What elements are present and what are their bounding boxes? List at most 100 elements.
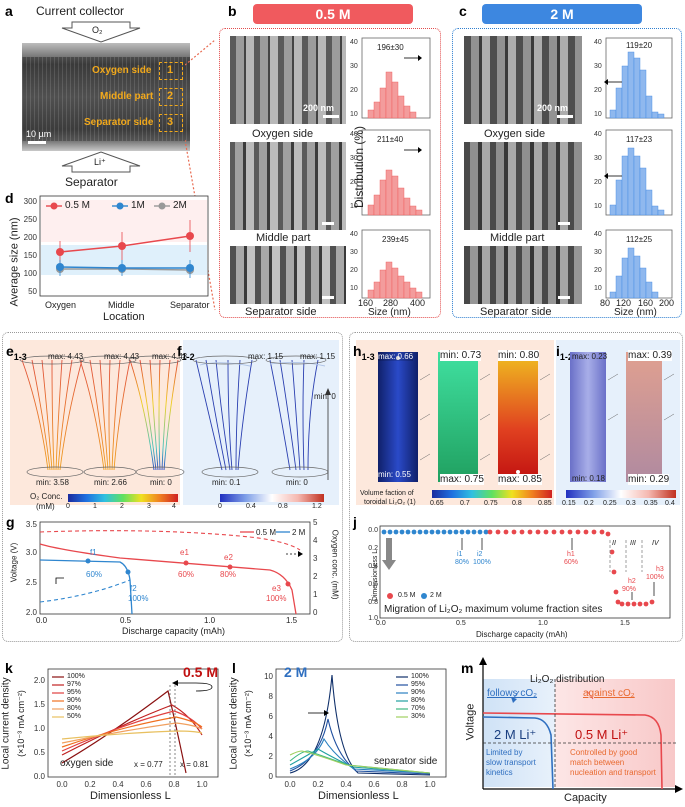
panel-b-histograms: 40 30 20 10 40 30 20 10 40 30 20 10 196±30 211±40… bbox=[350, 37, 431, 299]
e-cb-1: 1 bbox=[93, 503, 97, 510]
l-legend-30: 30% bbox=[411, 713, 426, 720]
scale-bar-c-line bbox=[557, 115, 573, 118]
panel-b-title: 0.5 M bbox=[253, 4, 413, 24]
g-x-tick-0: 0.0 bbox=[36, 616, 48, 625]
svg-text:30: 30 bbox=[350, 155, 358, 162]
g-x-label: Discharge capacity (mAh) bbox=[122, 626, 226, 636]
panel-hij-frame bbox=[349, 332, 683, 642]
svg-text:0.4: 0.4 bbox=[340, 780, 352, 789]
g-marker-e2-pct: 80% bbox=[220, 570, 237, 579]
svg-text:112±25: 112±25 bbox=[626, 235, 653, 244]
g-y-right: Oxygen conc. (mM) bbox=[330, 529, 340, 600]
f-cb-1: 0.4 bbox=[246, 503, 256, 510]
m-x-label: Capacity bbox=[564, 792, 607, 804]
m-follows: follows cO₂ bbox=[487, 688, 538, 699]
j-y-label: Dimensionless L bbox=[372, 549, 380, 602]
svg-text:0.4: 0.4 bbox=[112, 780, 124, 789]
svg-text:10: 10 bbox=[594, 111, 602, 118]
j-marker-h1-pct: 60% bbox=[564, 559, 579, 566]
e-cb-3: 3 bbox=[147, 503, 151, 510]
k-title: 0.5 M bbox=[183, 664, 219, 680]
i-cb-4: 0.35 bbox=[644, 500, 658, 507]
svg-text:1.0: 1.0 bbox=[196, 780, 208, 789]
sem-cross-section bbox=[22, 43, 190, 151]
h-cb-0: 0.65 bbox=[430, 500, 444, 507]
svg-text:10: 10 bbox=[594, 285, 602, 292]
svg-text:40: 40 bbox=[594, 39, 602, 46]
b-x-tick-2: 280 bbox=[383, 298, 399, 308]
svg-text:1.0: 1.0 bbox=[34, 724, 46, 733]
g-marker-e3: e3 bbox=[272, 584, 281, 593]
i-cb-0: 0.15 bbox=[562, 500, 576, 507]
svg-text:300: 300 bbox=[24, 197, 38, 206]
i-cb-3: 0.3 bbox=[626, 500, 636, 507]
m-left-note-2: slow transport bbox=[486, 758, 536, 767]
svg-text:10: 10 bbox=[350, 111, 358, 118]
k-y-label2: (×10⁻³ mA cm⁻²) bbox=[15, 690, 26, 757]
c-x-tick-4: 200 bbox=[659, 298, 675, 308]
panel-j-letter: j bbox=[353, 514, 357, 530]
j-marker-h3: h3 bbox=[656, 566, 664, 573]
zone-box-1 bbox=[159, 62, 183, 80]
d-x-tick-separator: Separator bbox=[170, 300, 210, 310]
f-max-2: max: 1.15 bbox=[300, 352, 336, 361]
j-marker-i1: i1 bbox=[457, 551, 463, 558]
h-label-min3: min: 0.55 bbox=[378, 470, 411, 479]
m-left-note-3: kinetics bbox=[486, 768, 513, 777]
sem-b-separator bbox=[230, 246, 346, 304]
j-region-2: II bbox=[612, 540, 616, 547]
panel-a-letter: a bbox=[5, 3, 13, 19]
j-title: Migration of Li₂O₂ maximum volume fracti… bbox=[384, 604, 603, 615]
svg-text:1.0: 1.0 bbox=[424, 780, 436, 789]
svg-text:0.8: 0.8 bbox=[368, 599, 378, 606]
l-legend-95: 95% bbox=[411, 681, 426, 688]
svg-text:20: 20 bbox=[594, 179, 602, 186]
panel-c-letter: c bbox=[459, 3, 467, 19]
svg-text:20: 20 bbox=[350, 267, 358, 274]
svg-text:10: 10 bbox=[594, 203, 602, 210]
svg-text:2.5: 2.5 bbox=[26, 578, 38, 587]
g-marker-f1: f1 bbox=[90, 548, 97, 557]
svg-text:211±40: 211±40 bbox=[377, 135, 404, 144]
scale-bar-c: 200 nm bbox=[537, 103, 569, 113]
scale-bar-b2-line bbox=[322, 222, 334, 225]
svg-text:3.0: 3.0 bbox=[26, 548, 38, 557]
l-legend-80: 80% bbox=[411, 697, 426, 704]
zone-label-2: Middle part bbox=[100, 91, 154, 102]
j-marker-i2-pct: 100% bbox=[473, 559, 491, 566]
svg-text:200: 200 bbox=[24, 233, 38, 242]
e-cb-0: 0 bbox=[66, 503, 70, 510]
svg-text:10: 10 bbox=[350, 203, 358, 210]
c-x-tick-3: 160 bbox=[638, 298, 654, 308]
panel-j-chart: 1.0 0.8 0.6 0.4 0.2 0.0 bbox=[368, 525, 671, 622]
svg-text:0.6: 0.6 bbox=[368, 581, 378, 588]
svg-text:40: 40 bbox=[594, 231, 602, 238]
d-legend-2m: 2M bbox=[173, 200, 187, 211]
m-against: against cO₂ bbox=[583, 688, 635, 699]
b-x-axis-label: Size (nm) bbox=[368, 307, 411, 318]
h-cb-3: 0.8 bbox=[512, 500, 522, 507]
panel-e-bg bbox=[10, 340, 180, 505]
separator-label: Separator bbox=[65, 175, 118, 189]
i-cb-2: 0.25 bbox=[603, 500, 617, 507]
c-caption-oxygen: Oxygen side bbox=[484, 128, 546, 140]
svg-text:196±30: 196±30 bbox=[377, 43, 404, 52]
panel-l-chart: 0 2 4 6 8 10 0.0 0.2 0.4 0.6 0.8 1.0 bbox=[264, 668, 447, 789]
svg-text:40: 40 bbox=[350, 231, 358, 238]
svg-text:1: 1 bbox=[313, 590, 318, 599]
k-x-label: Dimensionless L bbox=[90, 790, 171, 802]
svg-text:30: 30 bbox=[350, 63, 358, 70]
f-min-2: min: 0 bbox=[286, 478, 308, 487]
j-legend-2m: 2 M bbox=[430, 592, 442, 599]
k-ann-1: x = 0.77 bbox=[134, 760, 163, 769]
m-top-label: Li₂O₂ distribution bbox=[530, 674, 605, 685]
svg-text:2.0: 2.0 bbox=[26, 608, 38, 617]
e-max-3: max: 4.43 bbox=[152, 352, 188, 361]
j-x-tick-2: 1.0 bbox=[538, 620, 548, 627]
g-x-tick-1: 0.5 bbox=[120, 616, 132, 625]
j-region-4: IV bbox=[652, 540, 659, 547]
panel-l-letter: l bbox=[232, 660, 236, 676]
zone-num-1: 1 bbox=[167, 64, 174, 76]
g-y-left: Voltage (V) bbox=[9, 542, 19, 583]
o2-label: O₂ bbox=[92, 25, 103, 35]
